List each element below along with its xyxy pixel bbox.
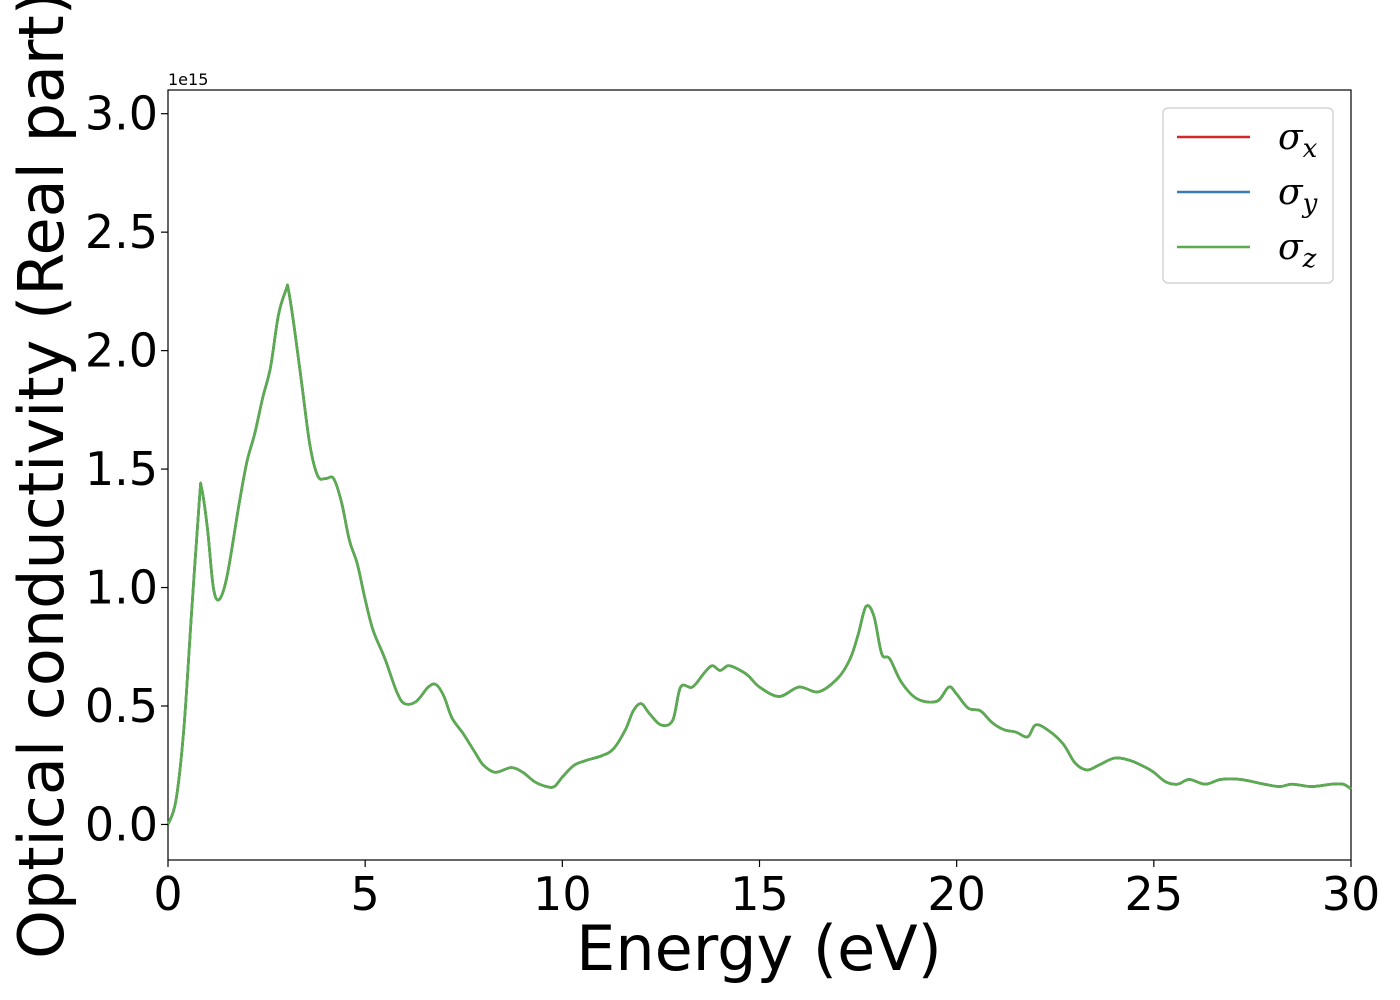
y-tick-label: 2.0 — [85, 324, 158, 378]
x-tick-label: 0 — [153, 867, 182, 921]
legend-label-sigma-z: σz — [1278, 227, 1317, 274]
x-tick-label: 10 — [533, 867, 592, 921]
y-tick-label: 2.5 — [85, 205, 158, 259]
plot-area — [167, 89, 1352, 861]
x-tick-label: 30 — [1322, 867, 1381, 921]
y-tick-label: 1.0 — [85, 561, 158, 615]
legend-label-sigma-x: σx — [1278, 117, 1318, 164]
y-offset-label: 1e15 — [168, 70, 208, 89]
y-tick-label: 0.0 — [85, 797, 158, 851]
x-axis-ticks: 0 5 10 15 20 25 30 — [153, 860, 1380, 921]
legend-box — [1162, 107, 1334, 284]
y-axis-label: Optical conductivity (Real part) — [5, 0, 78, 959]
y-tick-label: 3.0 — [85, 87, 158, 141]
x-tick-label: 5 — [351, 867, 380, 921]
legend-label-sigma-y: σy — [1278, 172, 1318, 219]
y-axis-ticks: 0.0 0.5 1.0 1.5 2.0 2.5 3.0 — [85, 87, 168, 851]
x-tick-label: 25 — [1125, 867, 1184, 921]
series-lines — [166, 283, 1352, 825]
series-line-sigma-z — [166, 283, 1352, 825]
legend: σx σy σz — [1162, 107, 1334, 284]
y-tick-label: 0.5 — [85, 679, 158, 733]
x-tick-label: 15 — [730, 867, 789, 921]
x-axis-label: Energy (eV) — [576, 912, 942, 985]
x-tick-label: 20 — [927, 867, 986, 921]
y-tick-label: 1.5 — [85, 442, 158, 496]
